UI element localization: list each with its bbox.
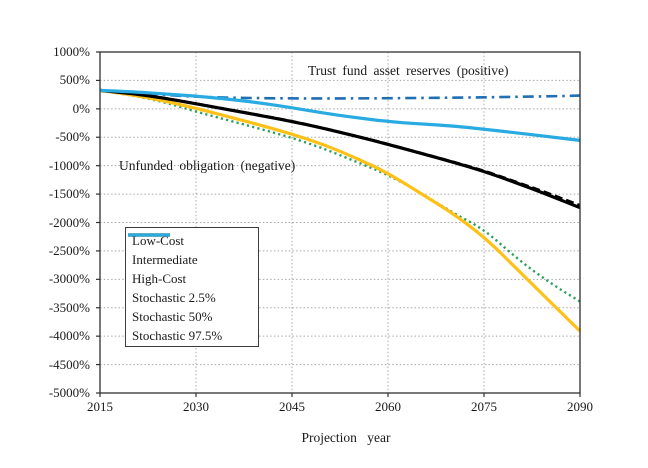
y-tick-label: -3000% <box>48 271 90 287</box>
series-line-intermediate <box>99 89 581 207</box>
y-tick-label: -5000% <box>48 385 90 400</box>
y-tick-label: -1500% <box>48 186 90 202</box>
y-tick-label: -1000% <box>48 157 90 173</box>
y-tick-label: 0% <box>72 100 90 116</box>
series-line-stochastic-50 <box>99 88 581 210</box>
y-tick-label: -2000% <box>48 214 90 230</box>
series-line-stochastic-2-5 <box>99 88 582 333</box>
y-tick-label: -4000% <box>48 328 90 344</box>
y-tick-label: -4500% <box>48 356 90 372</box>
legend-item-high-cost: High-Cost <box>128 233 258 288</box>
legend: Low-Cost Intermediate High-Cost Stochastic … <box>125 227 259 347</box>
series-line-stochastic-97-5 <box>99 88 581 142</box>
legend-label: Intermediate <box>132 251 198 267</box>
x-axis-title: Projection year <box>301 430 391 445</box>
y-tick-label: -500% <box>55 129 90 145</box>
legend-label: Stochastic 50% <box>132 308 213 324</box>
legend-line-sample <box>128 233 170 237</box>
annotation-positive: Trust fund asset reserves (positive) <box>308 63 509 78</box>
legend-label: Stochastic 97.5% <box>132 327 223 343</box>
legend-item-stochastic-50: Stochastic 50% <box>128 233 258 326</box>
y-tick-label: -3500% <box>48 299 90 315</box>
plot-frame <box>99 51 581 394</box>
y-tick-label: 1000% <box>53 44 90 59</box>
legend-item-stochastic-97-5: Stochastic 97.5% <box>128 233 258 345</box>
annotation-negative: Unfunded obligation (negative) <box>119 158 296 173</box>
series-line-low-cost <box>99 89 581 100</box>
x-tick-label: 2015 <box>87 399 113 414</box>
x-tick-label: 2060 <box>375 399 401 414</box>
y-tick-label: -2500% <box>48 242 90 258</box>
x-tick-label: 2045 <box>279 399 305 414</box>
legend-label: High-Cost <box>132 270 187 286</box>
x-tick-label: 2075 <box>471 399 497 414</box>
legend-item-stochastic-2-5: Stochastic 2.5% <box>128 233 258 307</box>
y-tick-label: 500% <box>59 72 90 88</box>
legend-item-intermediate: Intermediate <box>128 233 258 269</box>
x-tick-label: 2090 <box>567 399 593 414</box>
legend-label: Stochastic 2.5% <box>132 289 216 305</box>
series-line-high-cost <box>99 89 581 303</box>
x-tick-label: 2030 <box>183 399 209 414</box>
